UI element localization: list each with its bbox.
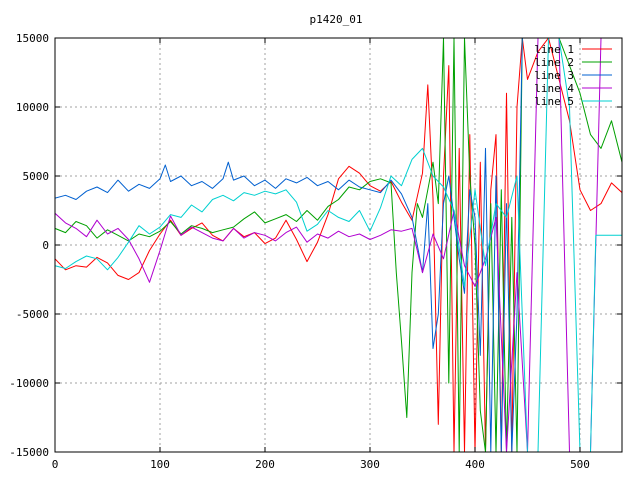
legend-label: line 5 bbox=[534, 95, 574, 108]
y-tick-label: -10000 bbox=[9, 377, 49, 390]
y-tick-label: 10000 bbox=[16, 101, 49, 114]
x-tick-label: 200 bbox=[255, 458, 275, 471]
series-line-2 bbox=[55, 38, 622, 452]
legend-label: line 1 bbox=[534, 43, 574, 56]
legend-label: line 3 bbox=[534, 69, 574, 82]
y-tick-label: -5000 bbox=[16, 308, 49, 321]
series-line-3 bbox=[55, 38, 622, 452]
axis-ticks: 0 100 200 300 400 500 -15000 -10000 -5000 0 5000 10… bbox=[9, 32, 622, 471]
y-tick-label: -15000 bbox=[9, 446, 49, 459]
x-tick-label: 500 bbox=[570, 458, 590, 471]
legend-label: line 4 bbox=[534, 82, 574, 95]
series-line-5 bbox=[55, 38, 622, 452]
y-tick-label: 0 bbox=[42, 239, 49, 252]
x-tick-label: 400 bbox=[465, 458, 485, 471]
y-tick-label: 15000 bbox=[16, 32, 49, 45]
x-tick-label: 100 bbox=[150, 458, 170, 471]
chart-title: p1420_01 bbox=[310, 13, 363, 26]
y-tick-label: 5000 bbox=[23, 170, 50, 183]
series-layer bbox=[55, 38, 622, 452]
legend-label: line 2 bbox=[534, 56, 574, 69]
x-tick-label: 300 bbox=[360, 458, 380, 471]
x-tick-label: 0 bbox=[52, 458, 59, 471]
series-line-4 bbox=[55, 38, 622, 452]
